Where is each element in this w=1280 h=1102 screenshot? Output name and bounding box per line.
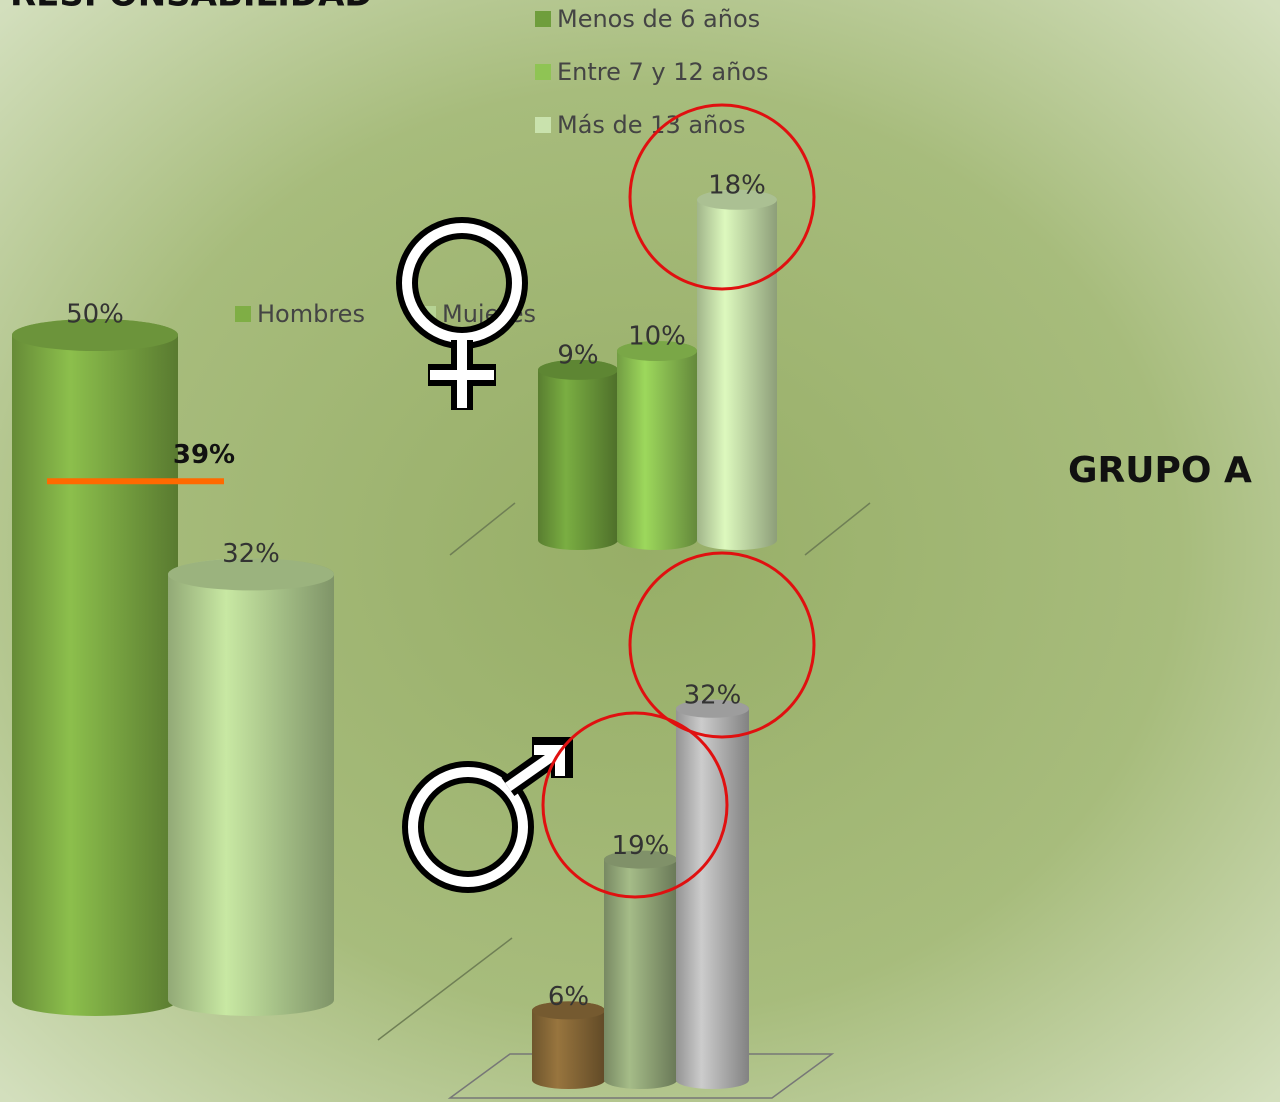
- title: RESPONSABILIDAD: [10, 0, 373, 15]
- bar: [604, 850, 677, 1089]
- bar: [168, 558, 334, 1016]
- annotation-label: 39%: [173, 440, 235, 470]
- male-symbol: [402, 737, 573, 893]
- value-label: 18%: [708, 170, 766, 200]
- bar: [532, 1001, 605, 1089]
- bar: [676, 699, 749, 1089]
- legend-swatch: [235, 306, 251, 322]
- legend-swatch: [535, 117, 551, 133]
- bar: [12, 319, 178, 1016]
- bar-top: [604, 850, 677, 869]
- legend-label: Entre 7 y 12 años: [557, 58, 769, 86]
- bar-top: [532, 1001, 605, 1020]
- bar: [697, 189, 777, 550]
- value-label: 9%: [557, 340, 598, 370]
- floor-lines: [377, 502, 871, 1099]
- value-label: 6%: [548, 982, 589, 1012]
- bar-top: [697, 189, 777, 210]
- value-label: 10%: [628, 322, 686, 352]
- bar-top: [12, 319, 178, 351]
- bar-top: [676, 699, 749, 718]
- highlight-circles: [541, 103, 816, 899]
- value-label: 50%: [66, 300, 124, 330]
- female-symbol: [396, 217, 528, 410]
- bar-top: [168, 558, 334, 591]
- bar: [617, 341, 697, 550]
- bar: [538, 359, 618, 550]
- legend-swatch: [535, 11, 551, 27]
- value-label: 32%: [684, 680, 742, 710]
- value-label: 32%: [222, 539, 280, 569]
- legend-swatch: [535, 64, 551, 80]
- bar-top: [538, 359, 618, 380]
- bar-top: [617, 341, 697, 361]
- legend-label: Hombres: [257, 300, 365, 328]
- legend-label: Más de 13 años: [557, 111, 745, 139]
- legend-label: Menos de 6 años: [557, 5, 760, 33]
- value-label: 19%: [612, 831, 670, 861]
- group-label: GRUPO A: [1068, 450, 1252, 491]
